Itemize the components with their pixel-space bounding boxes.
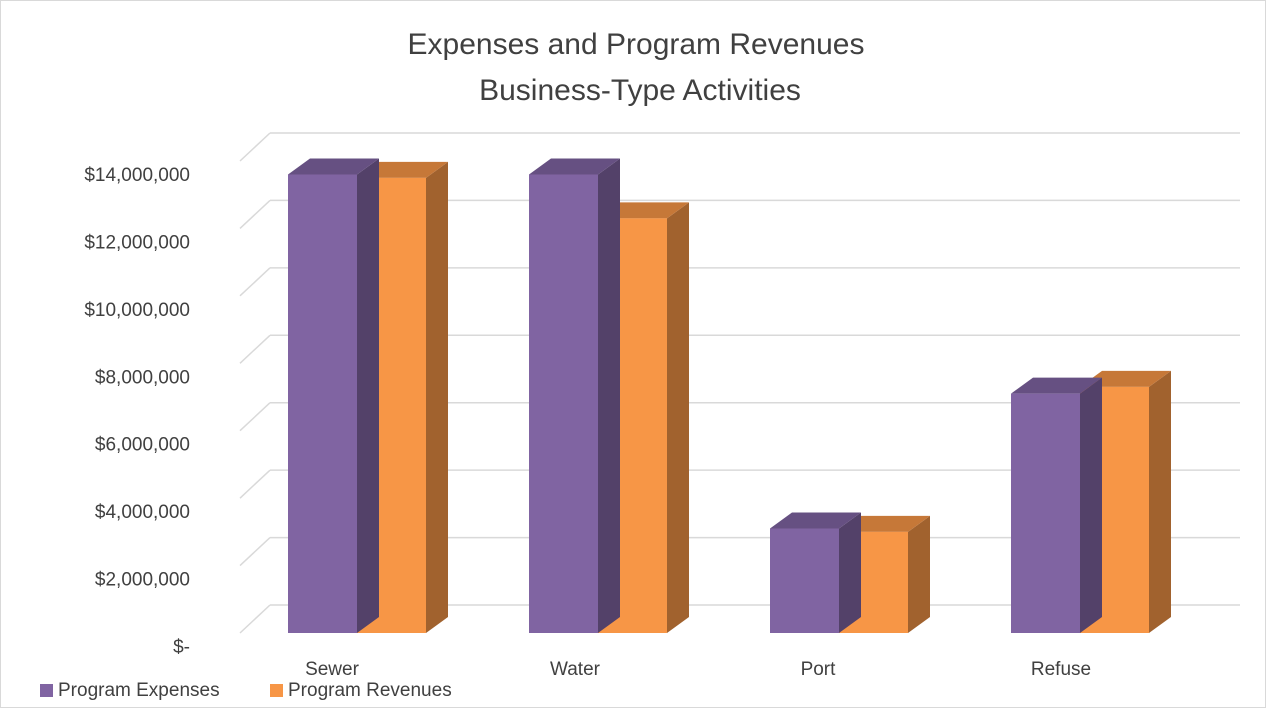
legend-label: Program Revenues [288, 680, 452, 701]
bar-front [1011, 393, 1080, 633]
y-tick-label: $6,000,000 [95, 435, 190, 456]
y-tick-label: $8,000,000 [95, 367, 190, 388]
bar-top [357, 161, 448, 178]
y-tick-label: $14,000,000 [84, 165, 190, 186]
bar-front [288, 174, 357, 633]
chart-subtitle: Business-Type Activities [479, 74, 801, 107]
y-tick-label: $12,000,000 [84, 232, 190, 253]
bar-top [598, 202, 689, 219]
grid-line [239, 469, 271, 499]
y-tick-label: $2,000,000 [95, 570, 190, 591]
bar-side [908, 515, 930, 633]
legend-label: Program Expenses [58, 680, 220, 701]
grid-line [239, 537, 271, 567]
y-tick-label: $4,000,000 [95, 502, 190, 523]
bar-top [770, 512, 861, 529]
x-tick-label: Port [801, 659, 837, 680]
x-tick-label: Refuse [1031, 659, 1091, 680]
chart-title: Expenses and Program Revenues [408, 28, 865, 61]
x-tick-label: Water [550, 659, 601, 680]
bar-side [839, 512, 861, 633]
grid-line [239, 267, 271, 297]
grid-line [239, 199, 271, 229]
x-tick-label: Sewer [305, 659, 360, 680]
bar-front [529, 174, 598, 633]
bar-top [288, 158, 379, 175]
grid-line [239, 334, 271, 364]
bar [1011, 377, 1102, 633]
bar-side [1149, 370, 1171, 633]
bar [770, 512, 861, 633]
bar-side [1080, 377, 1102, 633]
bar-side [598, 158, 620, 633]
legend-swatch [270, 684, 283, 697]
bar [288, 158, 379, 633]
bar-top [839, 515, 930, 532]
y-tick-label: $10,000,000 [84, 300, 190, 321]
bar-front [770, 528, 839, 633]
bar-top [1011, 377, 1102, 394]
grid-line [239, 604, 271, 634]
grid-line [239, 402, 271, 432]
bar-top [529, 158, 620, 175]
bar-side [667, 202, 689, 634]
bar-top [1080, 370, 1171, 387]
bar-side [426, 161, 448, 633]
bar-side [357, 158, 379, 633]
legend-swatch [40, 684, 53, 697]
y-tick-label: $- [173, 637, 190, 658]
bar [529, 158, 620, 633]
grid-line [239, 132, 271, 162]
